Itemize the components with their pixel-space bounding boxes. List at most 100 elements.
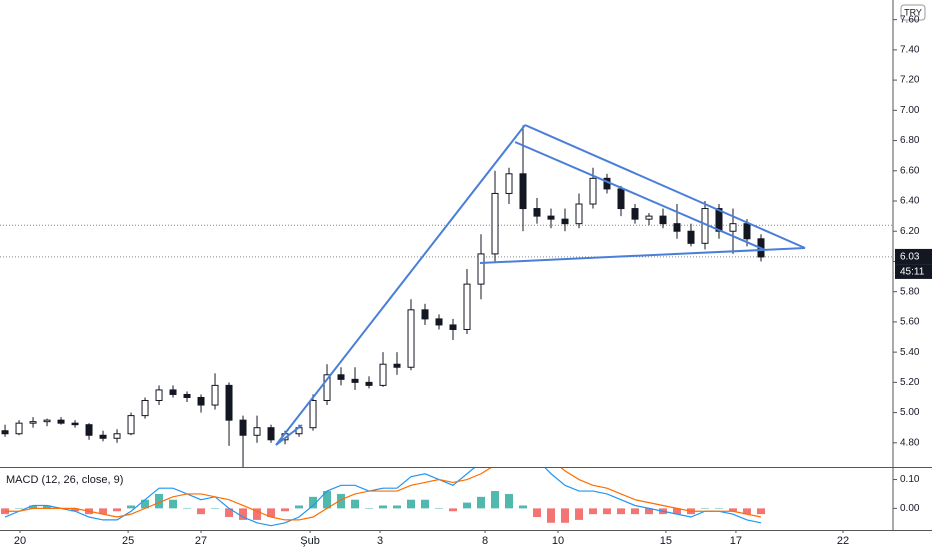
trendline[interactable] xyxy=(524,124,806,249)
countdown: 45:11 xyxy=(900,267,925,278)
candle-body xyxy=(519,173,527,210)
x-tick-label: 27 xyxy=(195,535,207,547)
trendline[interactable] xyxy=(275,124,526,446)
candle-body xyxy=(43,419,51,423)
candle-body xyxy=(463,283,471,330)
histogram-bar xyxy=(575,508,584,520)
histogram-bar xyxy=(630,508,639,515)
candle-body xyxy=(29,421,37,424)
histogram-bar xyxy=(323,491,332,509)
y-tick-label: 7.20 xyxy=(900,75,920,86)
candle-body xyxy=(659,215,667,225)
candle-body xyxy=(183,393,191,398)
candle-body xyxy=(85,424,93,436)
histogram-bar xyxy=(700,508,709,509)
histogram-bar xyxy=(15,508,24,509)
currency: TRY xyxy=(904,7,922,17)
candle-body xyxy=(533,208,541,217)
candle-body xyxy=(337,374,345,380)
x-tick-label: 10 xyxy=(552,535,564,547)
candle-body xyxy=(477,253,485,285)
histogram-bar xyxy=(337,493,346,509)
candle-body xyxy=(211,384,219,406)
histogram-bar xyxy=(728,508,737,512)
last-price-label: 6.03 xyxy=(900,252,920,263)
x-tick-label: 3 xyxy=(377,535,383,547)
histogram-bar xyxy=(644,508,653,515)
x-tick-label: Şub xyxy=(300,535,320,547)
candle-body xyxy=(407,309,415,368)
y-tick-label: 7.60 xyxy=(900,14,920,25)
histogram-bar xyxy=(379,505,388,509)
histogram-bar xyxy=(169,499,178,509)
candle-body xyxy=(169,389,177,395)
candle-body xyxy=(253,427,261,436)
y-tick-label: 0.10 xyxy=(900,474,920,485)
histogram-bar xyxy=(253,508,262,520)
histogram-bar xyxy=(113,508,122,512)
candle-body xyxy=(379,363,387,386)
candle-body xyxy=(435,318,443,326)
macd-title: MACD (12, 26, close, 9) xyxy=(6,474,123,486)
y-tick-label: 7.40 xyxy=(900,45,920,56)
x-tick-label: 8 xyxy=(482,535,488,547)
histogram-bar xyxy=(533,508,542,518)
histogram-bar xyxy=(519,505,528,509)
x-tick-label: 22 xyxy=(837,535,849,547)
histogram-bar xyxy=(421,499,430,509)
histogram-bar xyxy=(491,491,500,509)
candle-body xyxy=(449,324,457,330)
candle-body xyxy=(15,422,23,435)
candle-body xyxy=(197,396,205,406)
currency-box[interactable] xyxy=(900,4,926,21)
candle-body xyxy=(57,419,65,424)
candle-body xyxy=(351,378,359,383)
y-tick-label: 7.00 xyxy=(900,105,920,116)
histogram-bar xyxy=(225,508,234,518)
histogram-bar xyxy=(435,508,444,509)
histogram-bar xyxy=(407,499,416,509)
candle-body xyxy=(547,215,555,220)
y-tick-label: 5.80 xyxy=(900,286,920,297)
candle-body xyxy=(1,430,9,435)
histogram-bar xyxy=(281,508,290,512)
x-tick-label: 20 xyxy=(14,535,26,547)
y-tick-label: 6.40 xyxy=(900,196,920,207)
candle-body xyxy=(155,389,163,402)
trendline[interactable] xyxy=(275,424,303,446)
histogram-bar xyxy=(43,505,52,509)
candle-body xyxy=(505,173,513,194)
candle-body xyxy=(687,230,695,244)
candle-body xyxy=(141,400,149,417)
signal-line xyxy=(5,468,762,521)
histogram-bar xyxy=(449,508,458,512)
x-tick-label: 17 xyxy=(730,535,742,547)
y-tick-label: 5.20 xyxy=(900,377,920,388)
candle-body xyxy=(239,419,247,436)
histogram-bar xyxy=(547,508,556,523)
candle-body xyxy=(729,223,737,232)
histogram-bar xyxy=(155,493,164,509)
histogram-bar xyxy=(211,508,220,509)
y-tick-label: 6.80 xyxy=(900,135,920,146)
histogram-bar xyxy=(505,493,514,509)
candle-body xyxy=(99,434,107,439)
candle-body xyxy=(71,422,79,426)
candle-body xyxy=(421,309,429,320)
trendline[interactable] xyxy=(479,247,806,264)
candle-body xyxy=(673,223,681,232)
histogram-bar xyxy=(267,508,276,518)
histogram-bar xyxy=(477,496,486,509)
y-tick-label: 6.60 xyxy=(900,165,920,176)
candle-body xyxy=(617,188,625,210)
candle-body xyxy=(365,381,373,386)
candle-body xyxy=(127,415,135,435)
histogram-bar xyxy=(351,499,360,509)
histogram-bar xyxy=(29,505,38,509)
histogram-bar xyxy=(742,508,751,515)
histogram-bar xyxy=(127,505,136,509)
histogram-bar xyxy=(239,508,248,520)
trendline[interactable] xyxy=(514,141,766,251)
candle-body xyxy=(491,192,499,255)
